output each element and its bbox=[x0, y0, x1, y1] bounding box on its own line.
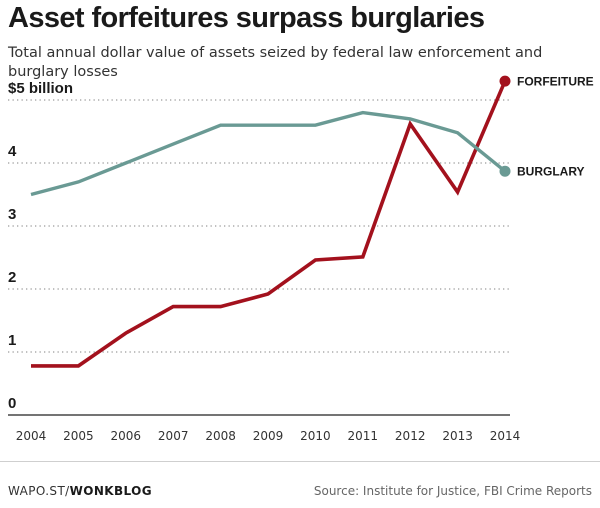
y-tick-label: 3 bbox=[8, 206, 16, 223]
y-tick-label: 0 bbox=[8, 395, 16, 412]
series-labels: FORFEITURE BURGLARY bbox=[517, 75, 594, 179]
x-tick-label: 2008 bbox=[205, 429, 236, 443]
series-lines bbox=[30, 75, 511, 368]
x-tick-label: 2005 bbox=[63, 429, 94, 443]
x-tick-label: 2007 bbox=[158, 429, 189, 443]
series-line-forfeiture bbox=[31, 80, 507, 368]
footer-divider bbox=[0, 461, 600, 462]
x-axis-ticks: 2004 2005 2006 2007 2008 2009 2010 2011 2012 2013… bbox=[16, 429, 521, 443]
x-tick-label: 2011 bbox=[348, 429, 379, 443]
x-tick-label: 2009 bbox=[253, 429, 284, 443]
x-tick-label: 2014 bbox=[490, 429, 521, 443]
chart-subtitle: Total annual dollar value of assets seiz… bbox=[8, 45, 543, 80]
footer-brand[interactable]: WAPO.ST/WONKBLOG bbox=[8, 484, 152, 498]
y-tick-label: $5 billion bbox=[8, 80, 73, 97]
y-tick-label: 4 bbox=[8, 143, 17, 160]
line-chart: 0 1 2 3 4 $5 billion 2004 2005 2006 2007 2008 2009… bbox=[8, 75, 594, 443]
x-tick-label: 2004 bbox=[16, 429, 47, 443]
y-tick-label: 1 bbox=[8, 332, 16, 349]
x-tick-label: 2006 bbox=[111, 429, 142, 443]
x-tick-label: 2012 bbox=[395, 429, 426, 443]
series-endpoint-burglary bbox=[499, 165, 511, 177]
series-endpoint-forfeiture bbox=[499, 75, 511, 87]
brand-name: WONKBLOG bbox=[69, 484, 153, 498]
grid-lines bbox=[8, 99, 510, 416]
series-label-burglary: BURGLARY bbox=[517, 165, 585, 179]
series-line-burglary bbox=[30, 110, 507, 197]
x-tick-label: 2010 bbox=[300, 429, 331, 443]
chart-title: Asset forfeitures surpass burglaries bbox=[8, 2, 485, 34]
x-tick-label: 2013 bbox=[442, 429, 473, 443]
y-tick-label: 2 bbox=[8, 269, 16, 286]
y-axis-ticks: 0 1 2 3 4 $5 billion bbox=[8, 80, 73, 412]
brand-prefix: WAPO.ST/ bbox=[8, 484, 70, 498]
series-label-forfeiture: FORFEITURE bbox=[517, 75, 594, 89]
source-note: Source: Institute for Justice, FBI Crime… bbox=[313, 484, 592, 498]
